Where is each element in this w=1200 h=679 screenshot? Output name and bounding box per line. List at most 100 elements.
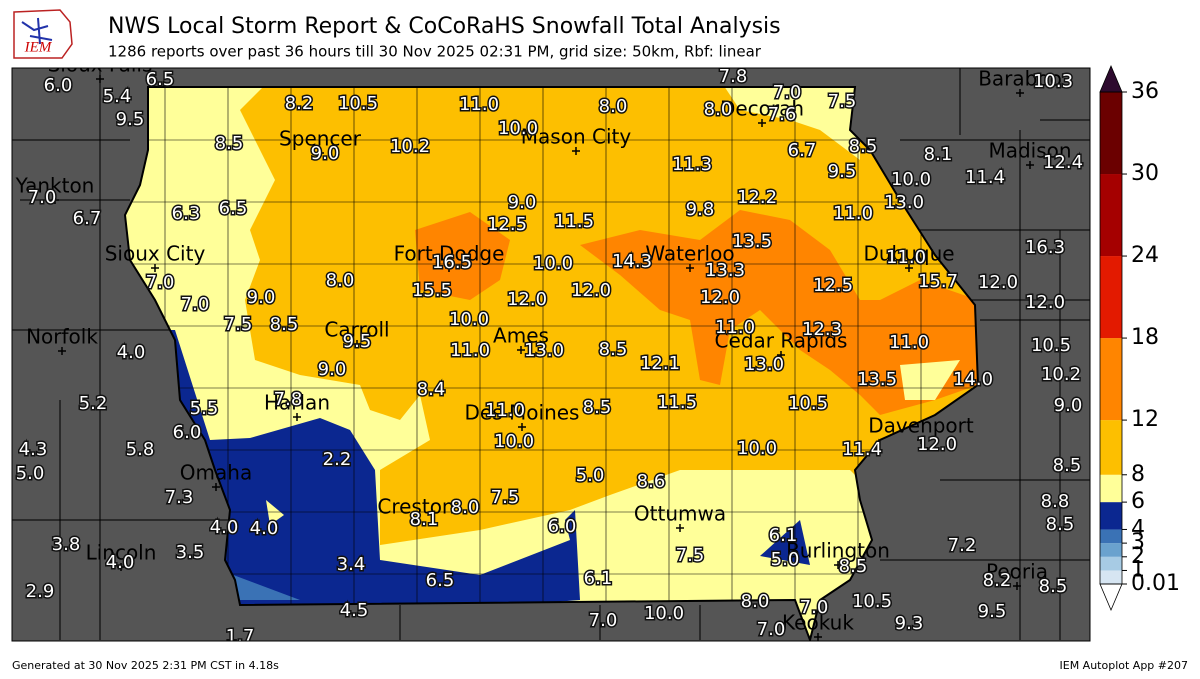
city-label: Burlington (786, 539, 890, 563)
snow-total: 11.0 (889, 332, 929, 353)
snow-total: 8.5 (215, 133, 244, 154)
city-label: Spencer (279, 127, 362, 151)
city-marker (777, 351, 785, 359)
city-label: Cedar Rapids (715, 329, 848, 353)
city-label: Omaha (180, 461, 252, 485)
city-label: Dubuque (863, 242, 954, 266)
snow-total: 9.5 (343, 331, 372, 352)
snow-total: 8.1 (924, 144, 953, 165)
snow-total: 10.0 (498, 118, 538, 139)
snow-total: 12.0 (700, 287, 740, 308)
city-label: Ames (493, 324, 549, 348)
snow-total: 7.8 (719, 66, 748, 87)
snow-total: 4.0 (250, 518, 279, 539)
snow-total: 3.4 (337, 554, 366, 575)
snow-total: 6.0 (44, 75, 73, 96)
snow-total: 7.5 (828, 91, 857, 112)
snow-total: 5.8 (126, 439, 155, 460)
snow-total: 4.0 (117, 342, 146, 363)
snow-total: 15.5 (412, 280, 452, 301)
snow-total: 7.2 (948, 535, 977, 556)
colorbar-tick-label: 12 (1131, 407, 1159, 432)
city-marker (412, 517, 420, 525)
city-marker (353, 340, 361, 348)
colorbar-segment (1100, 92, 1122, 175)
snow-total: 13.3 (705, 260, 745, 281)
snow-total: 12.0 (507, 289, 547, 310)
city-marker (517, 346, 525, 354)
snow-total: 11.0 (459, 94, 499, 115)
snow-total: 8.2 (285, 93, 314, 114)
colorbar-tick-label: 0.01 (1131, 571, 1180, 596)
snow-total: 10.5 (788, 393, 828, 414)
snow-total: 12.4 (1043, 152, 1083, 173)
city-label: Ottumwa (634, 502, 726, 526)
colorbar-segment (1100, 420, 1122, 475)
colorbar-over (1099, 64, 1123, 93)
city-label: Harlan (264, 391, 330, 415)
snow-total: 16.3 (1025, 237, 1065, 258)
city-label: Creston (377, 495, 454, 519)
city-marker (293, 413, 301, 421)
city-marker (814, 633, 822, 641)
snow-total: 13.5 (857, 369, 897, 390)
snow-total: 12.0 (978, 272, 1018, 293)
snow-total: 11.4 (965, 167, 1005, 188)
snow-total: 8.5 (270, 314, 299, 335)
snow-total: 1.7 (226, 626, 255, 647)
borders (12, 68, 1090, 640)
snow-total: 7.5 (224, 314, 253, 335)
snow-total: 7.0 (800, 597, 829, 618)
snow-total: 3.8 (52, 534, 81, 555)
snow-total: 6.0 (548, 516, 577, 537)
snow-total: 10.0 (891, 169, 931, 190)
colorbar-segment (1100, 529, 1122, 544)
snow-total: 12.5 (813, 275, 853, 296)
city-label: Baraboo (978, 67, 1062, 91)
snow-total: 7.0 (146, 272, 175, 293)
snow-total: 10.2 (390, 136, 430, 157)
colorbar-tick-label: 3 (1131, 530, 1145, 555)
city-label: Sioux Falls (48, 53, 153, 77)
city-marker (316, 149, 324, 157)
snow-total: 9.5 (978, 601, 1007, 622)
snow-total: 9.8 (686, 199, 715, 220)
snow-total: 12.0 (571, 280, 611, 301)
city-marker (212, 483, 220, 491)
snow-total: 9.5 (116, 109, 145, 130)
snow-total: 10.0 (533, 253, 573, 274)
snow-total: 8.6 (637, 471, 666, 492)
snow-total: 4.3 (19, 439, 48, 460)
snow-total: 9.3 (895, 613, 924, 634)
snow-total: 6.5 (426, 570, 455, 591)
snow-total: 8.4 (417, 379, 446, 400)
snow-total: 2.2 (323, 449, 352, 470)
colorbar-segment (1100, 174, 1122, 257)
snow-total: 4.5 (340, 600, 369, 621)
snow-total: 9.5 (828, 161, 857, 182)
city-marker (96, 75, 104, 83)
city-label: Sioux City (105, 242, 206, 266)
city-marker (51, 196, 59, 204)
city-label: Des Moines (465, 401, 580, 425)
snow-total: 8.5 (839, 556, 868, 577)
snow-total: 11.0 (715, 317, 755, 338)
city-label: Madison (988, 139, 1071, 163)
snow-total: 9.0 (311, 143, 340, 164)
snow-total: 7.0 (589, 610, 618, 631)
snow-total: 8.5 (1053, 455, 1082, 476)
snow-total: 7.5 (676, 545, 705, 566)
snow-total: 12.1 (640, 353, 680, 374)
city-label: Fort Dodge (394, 242, 505, 266)
city-marker (58, 347, 66, 355)
snow-total: 9.0 (247, 287, 276, 308)
snow-total: 10.0 (449, 309, 489, 330)
colorbar-tick-label: 1 (1131, 557, 1145, 582)
snow-total: 10.0 (494, 431, 534, 452)
colorbar-tick-label: 30 (1131, 161, 1159, 186)
city-label: Decorah (720, 97, 804, 121)
snow-total: 6.3 (172, 203, 201, 224)
city-marker (676, 524, 684, 532)
